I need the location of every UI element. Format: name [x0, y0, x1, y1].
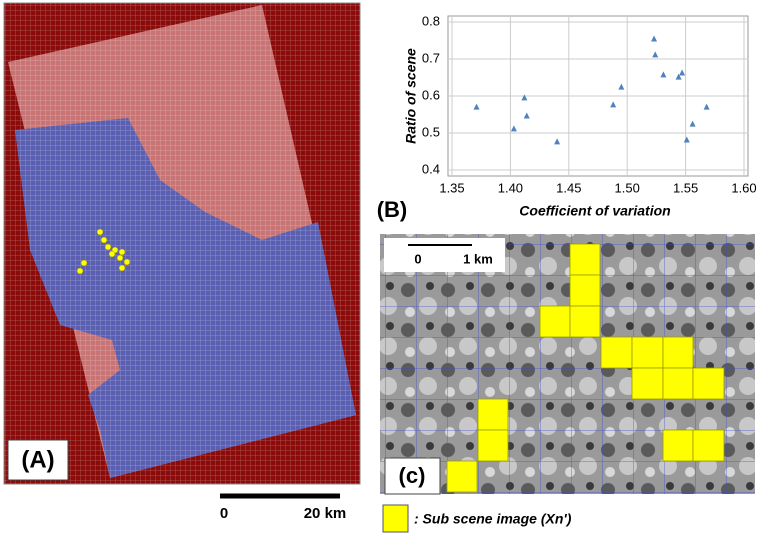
y-tick-label: 0.6 [422, 87, 440, 102]
panel-b: Ratio of scene Coefficient of variation … [377, 13, 757, 221]
legend-swatch [383, 505, 408, 532]
x-tick-label: 1.55 [673, 180, 698, 195]
grid-overlay [4, 3, 360, 484]
x-axis-label: Coefficient of variation [519, 203, 670, 219]
scale-label: 0 [414, 251, 421, 266]
panel-label: (A) [21, 446, 54, 473]
y-tick-label: 0.5 [422, 124, 440, 139]
figure: (A) 0 20 km Ratio of scene Coefficient o… [0, 0, 765, 536]
panel-label: (c) [399, 463, 426, 488]
y-tick-label: 0.4 [422, 161, 440, 176]
y-tick-label: 0.8 [422, 13, 440, 28]
y-tick-label: 0.7 [422, 50, 440, 65]
scale-label: 20 km [304, 505, 347, 522]
scale-label: 0 [220, 505, 228, 522]
x-tick-label: 1.60 [731, 180, 756, 195]
x-tick-label: 1.50 [615, 180, 640, 195]
x-tick-label: 1.35 [439, 180, 464, 195]
y-axis-label: Ratio of scene [403, 48, 419, 144]
legend-text: : Sub scene image (Xn') [414, 511, 572, 527]
panel-a: (A) 0 20 km [4, 3, 360, 522]
scale-label: 1 km [463, 251, 493, 266]
panel-label: (B) [377, 197, 408, 222]
panel-c: 0 1 km (c) [380, 234, 755, 494]
x-tick-label: 1.40 [498, 180, 523, 195]
x-tick-label: 1.45 [556, 180, 581, 195]
